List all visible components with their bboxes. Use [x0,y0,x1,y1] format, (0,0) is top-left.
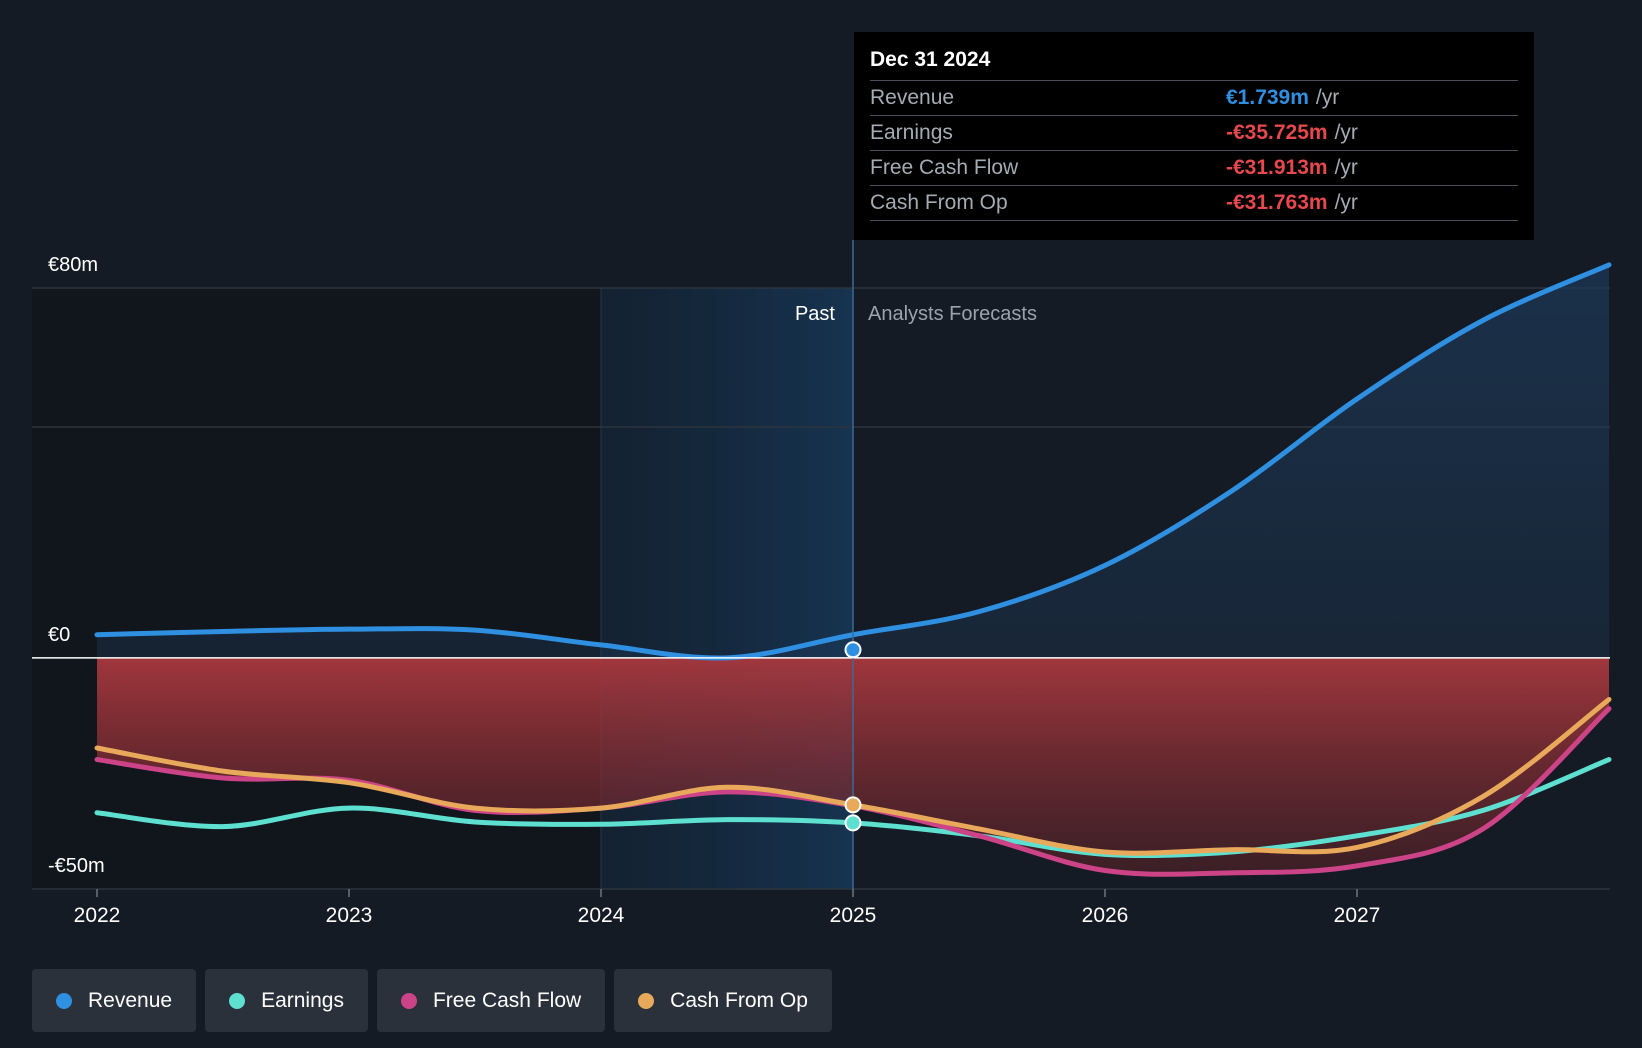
x-tick-label: 2025 [830,904,877,927]
marker-revenue [844,641,862,659]
x-tick-label: 2022 [74,904,121,927]
tooltip-date: Dec 31 2024 [870,46,1518,81]
legend: Revenue Earnings Free Cash Flow Cash Fro… [32,969,832,1032]
x-tick-label: 2023 [326,904,373,927]
legend-label: Cash From Op [670,988,808,1012]
tooltip-row-label: Cash From Op [870,191,1008,214]
tooltip-row-value: €1.739m [1226,86,1309,109]
tooltip-row-free-cash-flow: Free Cash Flow -€31.913m /yr [870,151,1518,186]
legend-item-revenue[interactable]: Revenue [32,969,197,1032]
legend-dot-icon [400,992,417,1009]
tooltip-row-label: Revenue [870,86,955,109]
x-tick-label: 2024 [578,904,625,927]
chart-area: €80m €0 -€50m Past Analysts Forecasts 20… [32,240,1612,927]
y-label-top: €80m [48,254,98,276]
tooltip-row-cash-from-op: Cash From Op -€31.763m /yr [870,186,1518,221]
legend-label: Earnings [261,988,344,1012]
legend-dot-icon [229,992,246,1009]
y-label-zero: €0 [48,624,70,646]
tooltip: Dec 31 2024 Revenue €1.739m /yr Earnings… [854,32,1534,240]
tooltip-row-label: Free Cash Flow [870,156,1019,179]
tooltip-row-unit: /yr [1334,121,1358,144]
legend-item-earnings[interactable]: Earnings [205,969,368,1032]
tooltip-row-earnings: Earnings -€35.725m /yr [870,116,1518,151]
legend-item-free-cash-flow[interactable]: Free Cash Flow [376,969,606,1032]
tooltip-row-label: Earnings [870,121,953,144]
marker-earnings [844,814,862,832]
legend-dot-icon [56,992,72,1009]
x-tick-label: 2026 [1082,904,1129,927]
tooltip-row-revenue: Revenue €1.739m /yr [870,81,1518,116]
tooltip-row-value: -€35.725m [1226,121,1328,144]
legend-label: Free Cash Flow [432,988,582,1012]
series-line-revenue [94,262,1612,661]
legend-item-cash-from-op[interactable]: Cash From Op [614,969,832,1032]
revenue-area [97,264,1609,659]
legend-label: Revenue [88,988,173,1012]
x-tick-label: 2027 [1334,904,1381,927]
marker-cash-from-op [844,796,862,814]
forecast-label: Analysts Forecasts [868,303,1037,325]
tooltip-row-unit: /yr [1334,191,1358,214]
y-label-bottom: -€50m [48,855,105,877]
tooltip-row-value: -€31.913m [1226,156,1328,179]
tooltip-row-unit: /yr [1315,86,1340,109]
legend-dot-icon [638,992,655,1009]
tooltip-row-value: -€31.763m [1226,191,1328,214]
tooltip-row-unit: /yr [1334,156,1358,179]
past-label: Past [795,303,835,325]
